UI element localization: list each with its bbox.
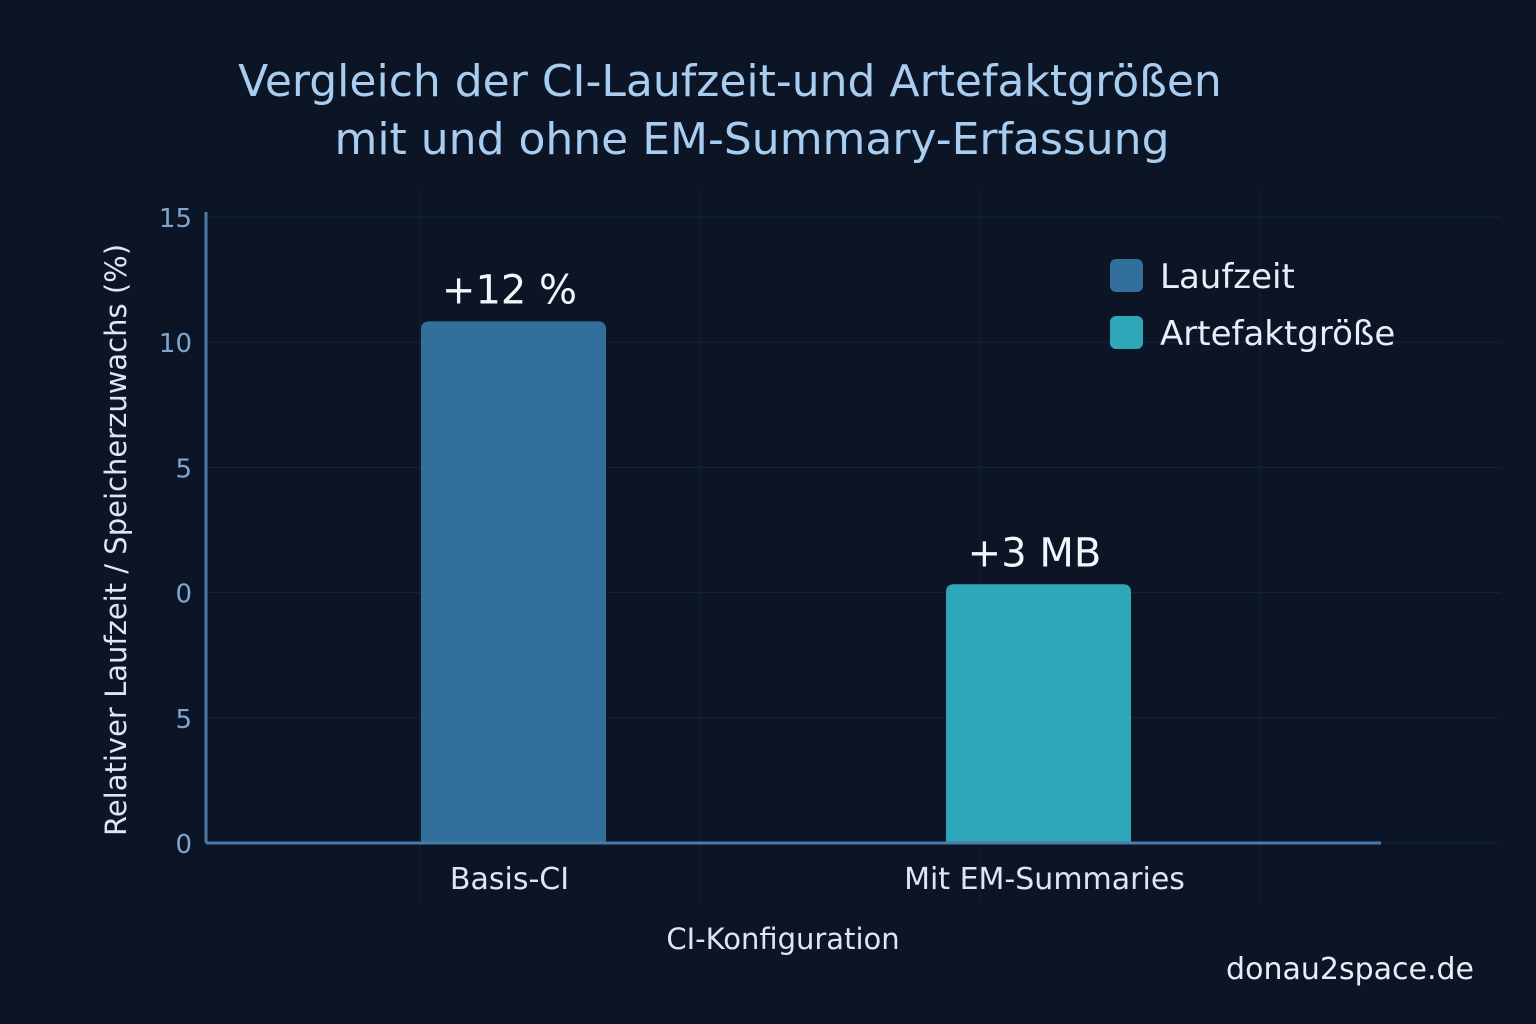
bar-basis-ci — [421, 321, 606, 843]
chart-title-line-1: Vergleich der CI-Laufzeit-und Artefaktgr… — [238, 56, 1222, 107]
legend-label-artefakt: Artefaktgröße — [1160, 314, 1395, 354]
legend-swatch-artefakt — [1110, 316, 1143, 349]
data-label: +3 MB — [968, 530, 1102, 576]
watermark: donau2space.de — [1226, 952, 1474, 987]
y-tick-label: 15 — [159, 204, 192, 234]
chart-title-line-2: mit und ohne EM-Summary-Erfassung — [334, 114, 1169, 165]
y-tick-label: 5 — [175, 454, 192, 484]
y-tick-label: 0 — [175, 830, 192, 860]
x-tick-label: Basis-CI — [450, 862, 569, 897]
y-tick-label: 0 — [175, 580, 192, 610]
y-tick-label: 10 — [159, 329, 192, 359]
bar-mit-em-summaries — [946, 584, 1131, 843]
legend-swatch-laufzeit — [1110, 259, 1143, 292]
x-tick-label: Mit EM-Summaries — [904, 862, 1185, 897]
y-axis-label: Relativer Laufzeit / Speicherzuwachs (%) — [99, 244, 133, 836]
legend-label-laufzeit: Laufzeit — [1160, 257, 1295, 297]
legend: Laufzeit Artefaktgröße — [1110, 257, 1395, 354]
y-tick-label: 5 — [175, 705, 192, 735]
data-label: +12 % — [442, 267, 577, 313]
x-axis-label: CI-Konfiguration — [666, 922, 899, 956]
